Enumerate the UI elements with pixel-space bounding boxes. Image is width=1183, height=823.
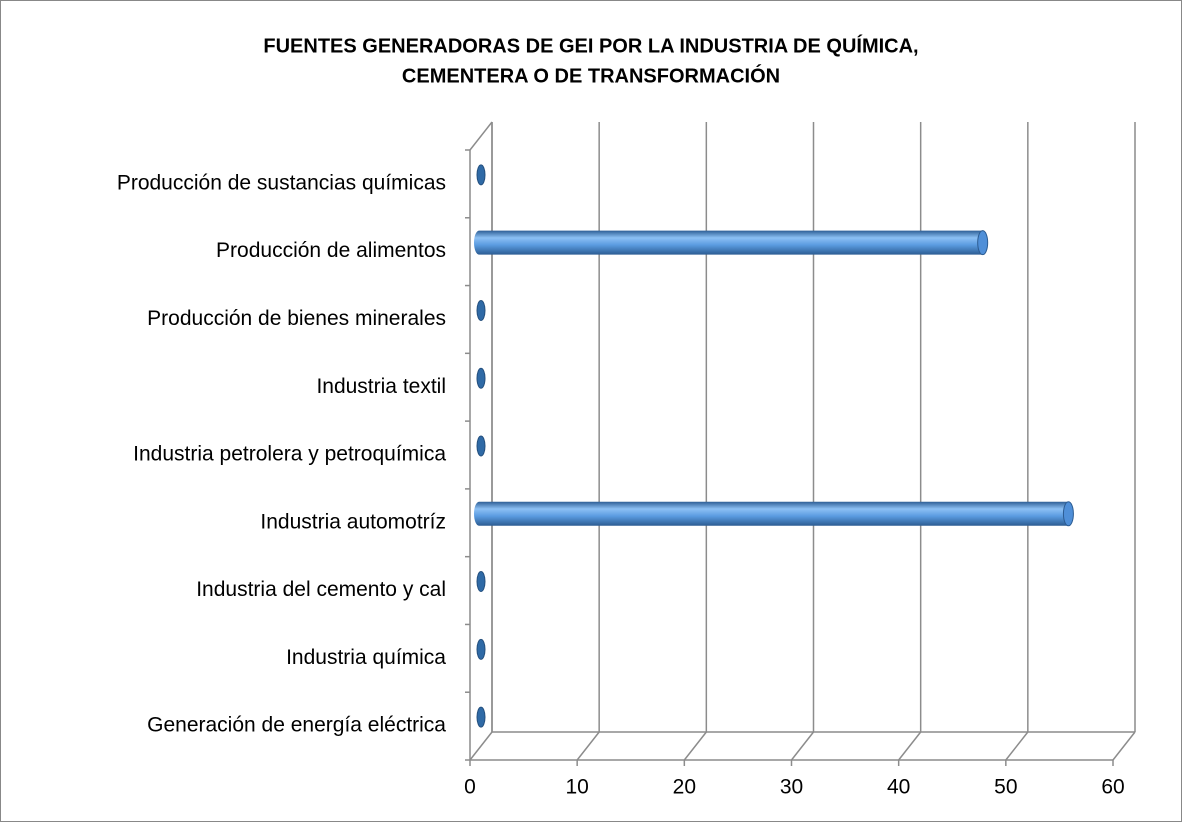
x-tick-label: 50 [994, 776, 1017, 799]
bar [476, 367, 486, 389]
x-tick-label: 60 [1101, 776, 1124, 799]
y-tick-label: Industria petrolera y petroquímica [133, 443, 446, 466]
bar-cap [1062, 501, 1074, 527]
y-tick-label: Producción de alimentos [216, 239, 446, 262]
y-tick-label: Industria textil [316, 375, 446, 398]
grid-line [790, 731, 815, 761]
grid-line [1005, 731, 1029, 761]
bar-cap [476, 164, 486, 186]
bar [476, 164, 486, 186]
bar-cap [476, 638, 486, 660]
bar [476, 638, 486, 660]
bar-body [474, 230, 988, 255]
bar-cap [476, 299, 486, 321]
grid-line [898, 731, 922, 761]
bar-cap [476, 435, 486, 457]
y-tick-label: Industria química [286, 646, 446, 669]
bar [476, 299, 486, 321]
bar-cap [476, 706, 486, 728]
bar-cap [977, 230, 989, 256]
y-tick-label: Generación de energía eléctrica [147, 714, 446, 737]
chart-title: CEMENTERA O DE TRANSFORMACIÓN [402, 63, 780, 87]
chart-title: FUENTES GENERADORAS DE GEI POR LA INDUST… [263, 34, 918, 57]
bar-cap [476, 367, 486, 389]
grid-line [1112, 731, 1136, 761]
bar [476, 706, 486, 728]
grid-line [576, 731, 600, 761]
x-tick-label: 0 [464, 776, 476, 799]
x-tick-label: 40 [887, 776, 910, 799]
bar [476, 571, 486, 593]
grid-line [469, 731, 493, 761]
bar-cap [476, 571, 486, 593]
x-tick-label: 30 [780, 776, 803, 799]
y-tick-label: Producción de bienes minerales [147, 307, 446, 330]
y-tick-label: Industria del cemento y cal [196, 578, 446, 601]
bar [474, 230, 989, 256]
x-tick-label: 20 [673, 776, 696, 799]
grid-line [683, 731, 707, 761]
y-tick-label: Industria automotríz [260, 510, 446, 533]
bar [474, 501, 1074, 527]
axis-line [469, 121, 493, 151]
x-tick-label: 10 [565, 776, 588, 799]
bar [476, 435, 486, 457]
y-tick-label: Producción de sustancias químicas [117, 171, 446, 194]
bar-body [474, 501, 1074, 526]
